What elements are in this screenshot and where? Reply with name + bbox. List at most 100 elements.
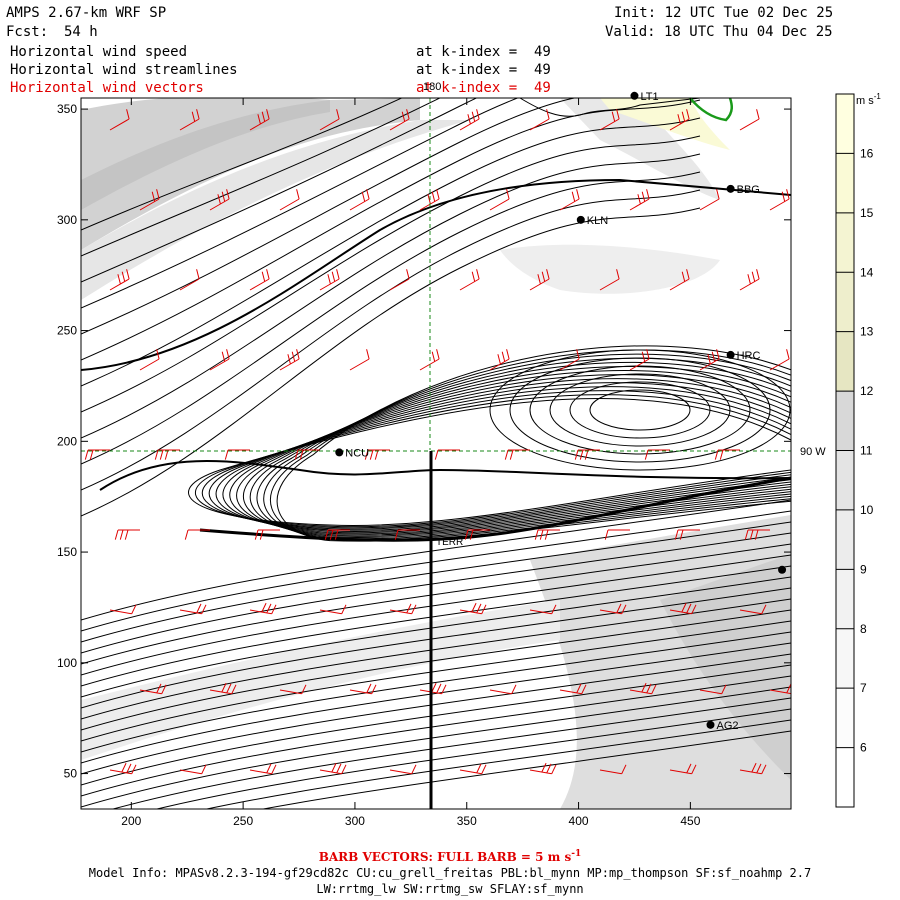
streamline-eddy xyxy=(529,365,751,455)
wind-barb xyxy=(769,683,791,695)
coastline xyxy=(420,97,701,117)
streamline-eddy xyxy=(549,373,731,447)
streamline xyxy=(204,719,791,809)
streamline xyxy=(111,697,791,809)
field-name-wind-vectors: Horizontal wind vectors xyxy=(10,80,204,96)
colorbar-label: 9 xyxy=(860,562,867,576)
x-tick-label: 200 xyxy=(121,814,141,828)
wind-barb xyxy=(489,189,510,211)
colorbar-bin xyxy=(836,153,854,213)
streamline-eddy xyxy=(489,349,791,471)
streamline xyxy=(81,99,701,361)
wind-barb xyxy=(699,349,720,371)
wind-barb xyxy=(279,684,307,695)
wind-barb xyxy=(434,449,460,460)
wind-barb xyxy=(179,269,200,291)
wind-barb xyxy=(319,269,340,291)
wind-barb xyxy=(699,189,720,211)
wind-barb xyxy=(184,529,210,540)
x-tick-label: 300 xyxy=(345,814,365,828)
y-tick-label: 250 xyxy=(57,324,77,338)
x-tick-label: 250 xyxy=(233,814,253,828)
wind-barb xyxy=(714,449,740,460)
wind-barb xyxy=(739,269,760,291)
colorbar-bin xyxy=(836,272,854,332)
wind-barb xyxy=(279,189,300,211)
streamline xyxy=(81,98,441,257)
colorbar-bin xyxy=(836,628,854,689)
wind-barb xyxy=(389,603,417,615)
wind-barb xyxy=(179,109,200,131)
wind-barb xyxy=(529,762,557,775)
colorbar-label: 15 xyxy=(860,206,874,220)
x-tick-label: 350 xyxy=(457,814,477,828)
field-name-wind-speed: Horizontal wind speed xyxy=(10,44,188,60)
station-marker xyxy=(335,448,344,457)
wind-barb xyxy=(224,449,250,460)
wind-barb xyxy=(574,449,600,460)
streamline xyxy=(81,98,577,335)
station-label: NCU xyxy=(345,447,369,459)
streamline xyxy=(81,686,791,808)
axis-ticks xyxy=(81,98,791,809)
wind-barb xyxy=(154,449,180,460)
transect-label: TERR xyxy=(436,537,463,548)
wind-barb xyxy=(529,604,557,615)
wind-barb xyxy=(504,449,530,460)
streamline xyxy=(243,366,791,536)
streamline xyxy=(222,378,791,532)
streamline xyxy=(81,620,791,742)
wind-barb xyxy=(324,529,350,540)
streamline xyxy=(81,587,791,709)
wind-barb xyxy=(319,762,347,775)
streamline xyxy=(276,345,791,542)
wind-barb xyxy=(279,349,300,371)
wind-barb xyxy=(699,684,727,695)
colorbar-label: 14 xyxy=(860,265,874,279)
colorbar-units: m s-1 xyxy=(856,92,881,107)
longitude-label: 90 W xyxy=(800,446,826,458)
streamline xyxy=(81,664,791,786)
wind-barb xyxy=(249,763,277,775)
streamline xyxy=(81,565,791,687)
streamline-eddy xyxy=(509,357,771,463)
streamline xyxy=(81,521,791,643)
wind-barb xyxy=(109,762,137,775)
station-label: LT1 xyxy=(640,91,658,103)
streamline xyxy=(195,394,791,528)
wind-barbs xyxy=(84,109,791,775)
bold-contours xyxy=(81,178,791,542)
streamline xyxy=(229,374,791,534)
shade-lower-band xyxy=(81,600,560,760)
barb-note: BARB VECTORS: FULL BARB = 5 m s-1 xyxy=(318,849,582,864)
wind-barb xyxy=(629,682,657,695)
streamline xyxy=(81,576,791,698)
wind-barb xyxy=(459,602,487,615)
wind-barb xyxy=(604,529,630,540)
wind-barb xyxy=(459,763,487,775)
wind-barb xyxy=(139,683,167,695)
streamline-eddy xyxy=(569,381,711,439)
streamline-eddy xyxy=(589,389,691,431)
streamline xyxy=(215,382,791,531)
colorbar-bin xyxy=(836,212,854,273)
y-tick-label: 300 xyxy=(57,213,77,227)
wind-barb xyxy=(179,603,207,615)
streamline xyxy=(81,189,701,491)
colorbar-label: 12 xyxy=(860,384,874,398)
wind-barb xyxy=(389,269,410,291)
colorbar-label: 7 xyxy=(860,681,867,695)
wind-barb xyxy=(769,189,790,211)
station-marker xyxy=(576,215,585,224)
model-info: Model Info: MPASv8.2.3-194-gf29cd82c CU:… xyxy=(88,866,812,880)
streamline xyxy=(81,642,791,764)
colorbar-label: 8 xyxy=(860,622,867,636)
y-tick-label: 50 xyxy=(64,767,78,781)
streamline xyxy=(208,386,791,530)
wind-barb xyxy=(109,109,130,131)
wind-barb xyxy=(349,349,370,371)
colorbar-bin xyxy=(836,569,854,629)
streamline xyxy=(81,675,791,797)
y-tick-label: 200 xyxy=(57,434,77,448)
wind-barb xyxy=(669,269,690,291)
